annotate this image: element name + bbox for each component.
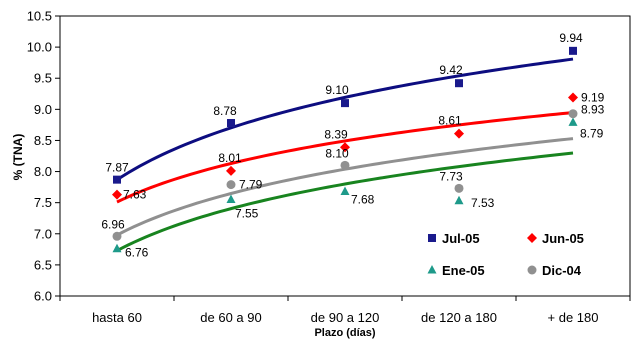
data-label-dic-04: 7.79 (239, 178, 263, 192)
x-axis-title: Plazo (días) (314, 327, 375, 339)
legend-label-dic-04: Dic-04 (542, 263, 582, 278)
point-dic-04 (112, 231, 122, 241)
y-tick-label: 8.5 (34, 133, 52, 148)
data-label-dic-04: 8.10 (325, 146, 349, 160)
trendline-jun-05 (116, 111, 574, 204)
data-label-jun-05: 8.01 (218, 151, 242, 165)
point-jun-05 (226, 165, 236, 176)
y-tick-label: 9.0 (34, 102, 52, 117)
y-tick-label: 10.5 (27, 9, 52, 24)
point-jul-05 (569, 46, 577, 55)
point-jul-05 (113, 175, 121, 184)
x-tick-label: de 120 a 180 (421, 310, 497, 325)
data-label-ene-05: 7.55 (235, 207, 259, 221)
point-jun-05 (454, 128, 464, 139)
legend: Jul-05 Jun-05 Ene-05 Dic-04 (427, 231, 584, 278)
data-label-jul-05: 9.10 (325, 83, 349, 97)
legend-label-jun-05: Jun-05 (542, 231, 584, 246)
data-points (112, 46, 578, 253)
point-dic-04 (226, 180, 236, 190)
legend-label-ene-05: Ene-05 (442, 263, 485, 278)
data-labels: 7.87 8.78 9.10 9.42 9.94 7.63 8.01 8.39 8.61 9.19… (101, 31, 604, 260)
legend-marker-dic-04 (527, 265, 537, 275)
data-label-dic-04: 7.73 (439, 169, 463, 183)
point-jun-05 (112, 189, 122, 200)
point-ene-05 (340, 186, 350, 195)
y-tick-label: 7.5 (34, 195, 52, 210)
data-label-jun-05: 9.19 (581, 91, 605, 105)
data-label-ene-05: 7.53 (471, 196, 495, 210)
trendline-ene-05 (116, 151, 574, 252)
legend-label-jul-05: Jul-05 (442, 231, 480, 246)
data-label-jul-05: 9.94 (559, 31, 583, 45)
point-jun-05 (568, 92, 578, 103)
point-jul-05 (227, 119, 235, 128)
point-ene-05 (112, 243, 122, 253)
legend-marker-ene-05 (427, 265, 437, 274)
point-ene-05 (454, 195, 464, 205)
point-dic-04 (568, 109, 578, 119)
data-label-ene-05: 6.76 (125, 246, 149, 260)
point-dic-04 (454, 183, 464, 193)
x-axis: hasta 60 de 60 a 90 de 90 a 120 de 120 a 18… (59, 296, 631, 325)
y-tick-label: 7.0 (34, 226, 52, 241)
point-dic-04 (340, 160, 350, 170)
x-tick-label: de 90 a 120 (311, 310, 380, 325)
point-jun-05 (340, 142, 350, 153)
data-label-ene-05: 8.79 (580, 126, 604, 140)
point-ene-05 (226, 194, 236, 204)
point-jul-05 (341, 99, 349, 108)
trendline-jul-05 (116, 57, 574, 182)
y-tick-label: 8.0 (34, 164, 52, 179)
y-tick-label: 6.0 (34, 289, 52, 304)
data-label-jul-05: 8.78 (213, 104, 237, 118)
point-jul-05 (455, 79, 463, 88)
legend-marker-jul-05 (428, 234, 436, 242)
legend-marker-jun-05 (527, 233, 537, 243)
data-label-jun-05: 7.63 (123, 188, 147, 202)
point-ene-05 (568, 117, 578, 126)
data-label-jul-05: 9.42 (439, 63, 463, 77)
data-label-ene-05: 7.68 (351, 192, 375, 206)
y-tick-label: 6.5 (34, 257, 52, 272)
data-label-dic-04: 8.93 (581, 103, 605, 117)
y-axis: 6.0 6.5 7.0 7.5 8.0 8.5 9.0 9.5 10.0 10.5 (27, 9, 60, 304)
data-label-jun-05: 8.61 (438, 114, 462, 128)
x-tick-label: + de 180 (548, 310, 599, 325)
y-tick-label: 10.0 (27, 40, 52, 55)
y-tick-label: 9.5 (34, 71, 52, 86)
x-tick-label: hasta 60 (92, 310, 142, 325)
x-tick-label: de 60 a 90 (200, 310, 261, 325)
data-label-dic-04: 6.96 (101, 217, 125, 231)
data-label-jul-05: 7.87 (105, 161, 129, 175)
y-axis-title: % (TNA) (11, 134, 25, 181)
data-label-jun-05: 8.39 (324, 127, 348, 141)
